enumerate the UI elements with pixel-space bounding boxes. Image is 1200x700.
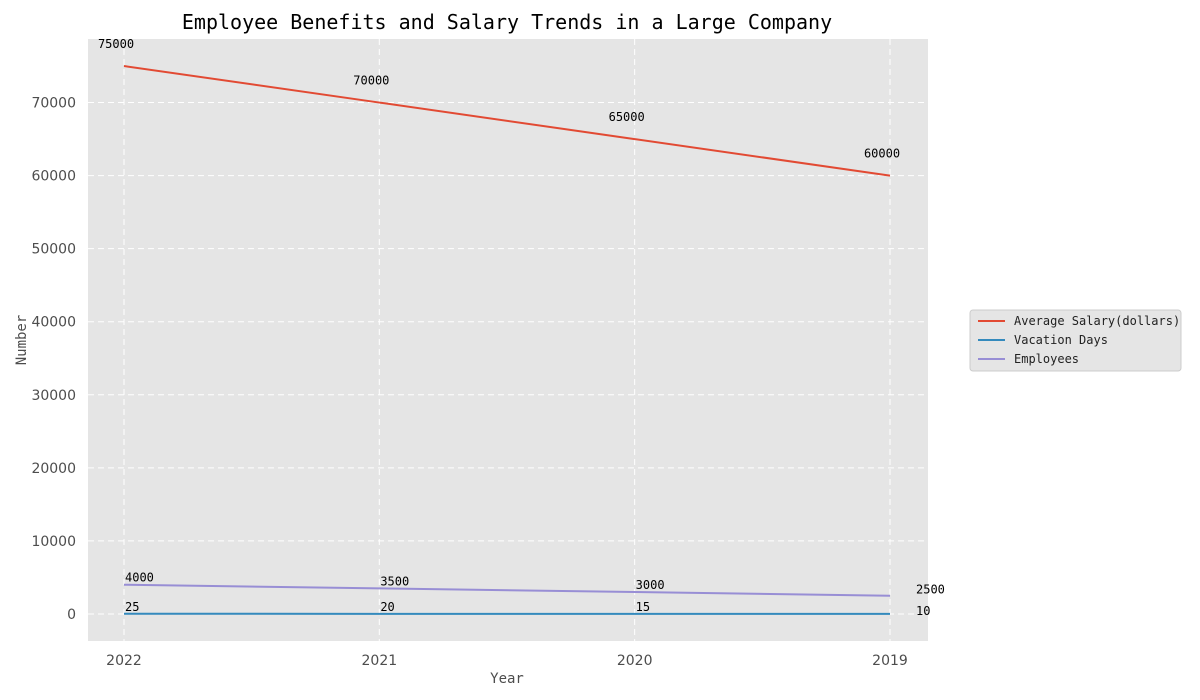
chart-title: Employee Benefits and Salary Trends in a… <box>182 10 832 34</box>
data-label: 25 <box>125 600 139 614</box>
data-label: 65000 <box>609 110 645 124</box>
y-axis-label: Number <box>14 315 30 366</box>
legend-label: Vacation Days <box>1014 333 1108 347</box>
legend-label: Average Salary(dollars) <box>1014 314 1180 328</box>
x-tick-label: 2022 <box>106 653 142 669</box>
data-label: 75000 <box>98 37 134 51</box>
data-label: 3500 <box>380 574 409 588</box>
series-lines <box>123 65 891 615</box>
x-tick-label: 2021 <box>362 653 398 669</box>
data-label: 4000 <box>125 571 154 585</box>
y-tick-label: 30000 <box>31 388 76 404</box>
plot-area <box>88 39 928 641</box>
y-tick-label: 0 <box>67 607 76 623</box>
y-tick-label: 60000 <box>31 169 76 185</box>
data-label: 60000 <box>864 147 900 161</box>
y-tick-label: 50000 <box>31 242 76 258</box>
data-labels: 75000 70000 65000 60000 25 20 15 10 4000 3500 3000… <box>98 37 945 618</box>
x-tick-label: 2020 <box>617 653 653 669</box>
y-axis-ticks: 0 10000 20000 30000 40000 50000 60000 70000 <box>31 96 76 623</box>
legend: Average Salary(dollars) Vacation Days Empl… <box>969 309 1182 372</box>
data-label: 15 <box>636 600 650 614</box>
x-tick-label: 2019 <box>872 653 908 669</box>
data-label: 70000 <box>353 74 389 88</box>
y-tick-label: 40000 <box>31 315 76 331</box>
data-label: 10 <box>916 604 930 618</box>
x-axis-ticks: 2022 2021 2020 2019 <box>106 653 908 669</box>
data-label: 3000 <box>636 578 665 592</box>
legend-box <box>969 309 1182 372</box>
legend-label: Employees <box>1014 352 1079 366</box>
data-label: 2500 <box>916 583 945 597</box>
x-axis-label: Year <box>490 671 524 687</box>
series-line-0 <box>123 65 891 177</box>
data-label: 20 <box>380 600 394 614</box>
y-tick-label: 70000 <box>31 96 76 112</box>
series-line-2 <box>123 583 891 597</box>
y-tick-label: 20000 <box>31 461 76 477</box>
y-tick-label: 10000 <box>31 534 76 550</box>
